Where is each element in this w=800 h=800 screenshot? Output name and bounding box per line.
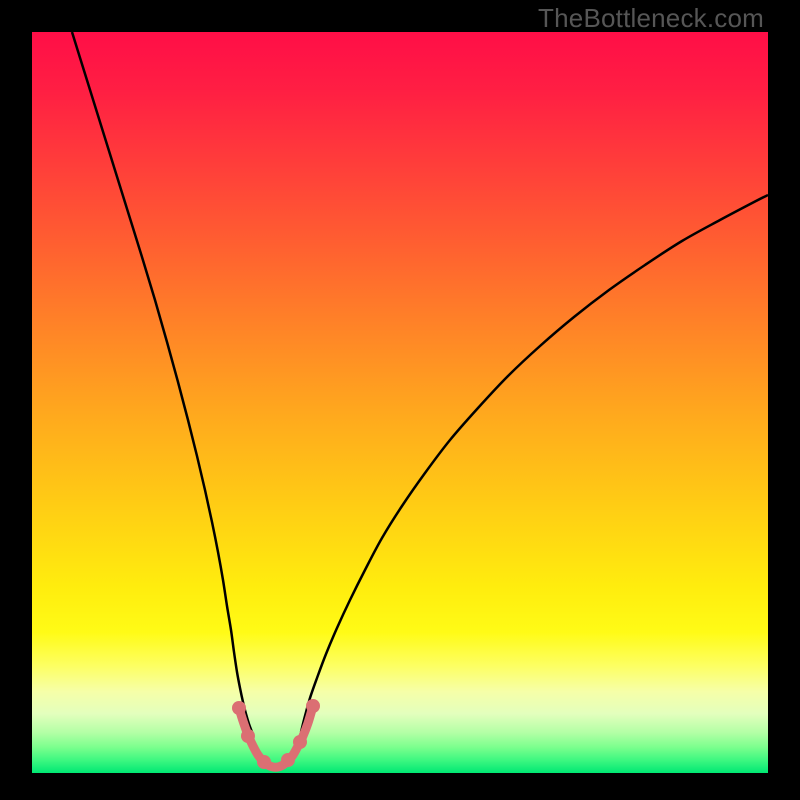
plot-area <box>32 32 768 773</box>
watermark-text: TheBottleneck.com <box>538 5 764 31</box>
curves-svg <box>32 32 768 773</box>
marker-point <box>232 701 246 715</box>
marker-point <box>306 699 320 713</box>
chart-container: TheBottleneck.com <box>0 0 800 800</box>
marker-point <box>241 729 255 743</box>
left-curve <box>72 32 252 732</box>
marker-point <box>257 755 271 769</box>
marker-point <box>293 735 307 749</box>
right-curve <box>301 195 768 732</box>
marker-point <box>281 753 295 767</box>
